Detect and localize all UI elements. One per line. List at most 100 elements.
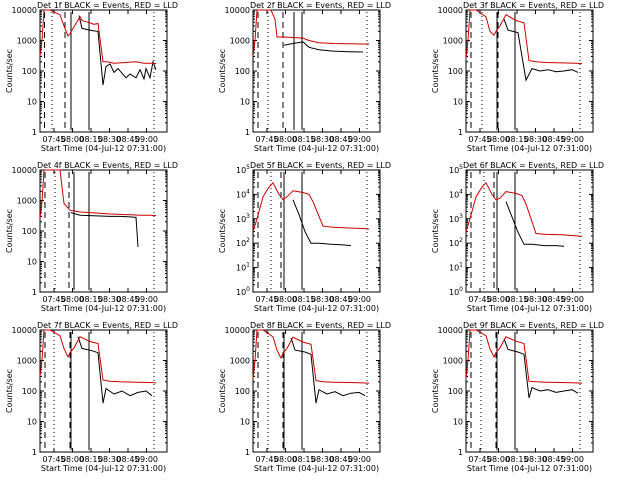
series-line-lld (39, 169, 157, 219)
y-axis-label: Counts/sec (218, 49, 227, 93)
chart-title: Det 7f BLACK = Events, RED = LLD (37, 321, 178, 330)
series-line-events (70, 212, 139, 247)
y-tick-label: 10000 (12, 326, 37, 335)
y-tick-label: 10000 (12, 6, 37, 15)
plot-frame (39, 169, 168, 293)
x-tick-label: 08:00 (61, 295, 84, 304)
y-axis-label: Counts/sec (218, 209, 227, 253)
y-tick-label: 100 (22, 227, 37, 236)
x-tick-label: 08:00 (274, 135, 297, 144)
x-tick-label: 08:15 (292, 455, 315, 464)
x-tick-label: 08:15 (505, 295, 528, 304)
plot-frame (465, 169, 594, 293)
chart-title: Det 1f BLACK = Events, RED = LLD (37, 1, 178, 10)
y-tick-label: 105 (449, 164, 463, 175)
x-tick-label: 07:45 (42, 455, 65, 464)
x-tick-label: 08:15 (79, 135, 102, 144)
x-tick-label: 07:45 (255, 295, 278, 304)
y-tick-label: 100 (449, 286, 463, 297)
chart-title: Det 8f BLACK = Events, RED = LLD (250, 321, 391, 330)
x-axis-label: Start Time (04-Jul-12 07:31:00) (467, 464, 592, 473)
series-line-events (290, 337, 366, 404)
x-tick-label: 09:00 (135, 295, 158, 304)
y-tick-label: 1000 (17, 197, 37, 206)
y-tick-label: 100 (22, 387, 37, 396)
series-line-lld (252, 181, 370, 232)
y-tick-label: 101 (449, 262, 463, 273)
y-tick-label: 1000 (17, 37, 37, 46)
x-tick-label: 08:00 (487, 135, 510, 144)
plot-frame (39, 9, 168, 133)
y-tick-label: 105 (236, 164, 250, 175)
x-tick-label: 08:30 (524, 135, 547, 144)
x-tick-label: 08:45 (329, 135, 352, 144)
x-axis-label: Start Time (04-Jul-12 07:31:00) (41, 144, 166, 153)
x-tick-label: 08:30 (98, 135, 121, 144)
x-tick-label: 08:15 (292, 295, 315, 304)
series-line-events (283, 41, 364, 53)
series-line-lld (252, 9, 370, 57)
y-tick-label: 100 (448, 387, 463, 396)
x-tick-label: 08:45 (116, 455, 139, 464)
series-line-events (503, 338, 579, 398)
y-tick-label: 100 (448, 67, 463, 76)
y-tick-label: 10 (240, 418, 250, 427)
y-axis-label: Counts/sec (431, 209, 440, 253)
y-tick-label: 1 (32, 128, 37, 137)
y-tick-label: 100 (22, 67, 37, 76)
series-line-lld (465, 329, 583, 384)
x-tick-label: 08:30 (524, 295, 547, 304)
y-tick-label: 1000 (230, 37, 250, 46)
chart-title: Det 4f BLACK = Events, RED = LLD (37, 161, 178, 170)
series-line-events (77, 336, 153, 404)
x-tick-label: 08:00 (274, 295, 297, 304)
y-tick-label: 1 (32, 448, 37, 457)
x-tick-label: 07:45 (42, 135, 65, 144)
x-tick-label: 07:45 (255, 455, 278, 464)
x-axis-label: Start Time (04-Jul-12 07:31:00) (467, 304, 592, 313)
y-tick-label: 1000 (443, 37, 463, 46)
plot-frame (252, 329, 381, 453)
x-tick-label: 07:45 (468, 295, 491, 304)
y-tick-label: 10 (27, 418, 37, 427)
x-tick-label: 08:45 (329, 295, 352, 304)
x-axis-label: Start Time (04-Jul-12 07:31:00) (254, 464, 379, 473)
y-axis-label: Counts/sec (5, 209, 14, 253)
x-tick-label: 08:00 (61, 455, 84, 464)
detector-panel-6: Det 6f BLACK = Events, RED = LLD 100 101 10… (431, 161, 604, 313)
detector-panel-4: Det 4f BLACK = Events, RED = LLD 1 10 100 10… (5, 161, 178, 313)
plot-frame (252, 169, 381, 293)
x-tick-label: 07:45 (468, 135, 491, 144)
x-tick-label: 09:00 (561, 295, 584, 304)
chart-title: Det 2f BLACK = Events, RED = LLD (250, 1, 391, 10)
series-line-lld (39, 9, 157, 65)
y-tick-label: 100 (235, 387, 250, 396)
x-tick-label: 08:15 (505, 135, 528, 144)
x-tick-label: 08:00 (487, 295, 510, 304)
x-tick-label: 08:00 (487, 455, 510, 464)
x-tick-label: 08:00 (61, 135, 84, 144)
x-tick-label: 09:00 (348, 135, 371, 144)
y-tick-label: 104 (449, 188, 463, 199)
plot-frame (252, 9, 381, 133)
series-line-events (78, 15, 157, 85)
y-tick-label: 10 (453, 98, 463, 107)
chart-title: Det 6f BLACK = Events, RED = LLD (463, 161, 604, 170)
x-tick-label: 08:15 (292, 135, 315, 144)
series-line-lld (465, 181, 583, 237)
chart-title: Det 3f BLACK = Events, RED = LLD (463, 1, 604, 10)
detector-panel-1: Det 1f BLACK = Events, RED = LLD 1 10 100 10… (5, 1, 178, 153)
y-tick-label: 100 (235, 67, 250, 76)
y-axis-label: Counts/sec (5, 369, 14, 413)
y-tick-label: 1000 (17, 357, 37, 366)
series-line-lld (252, 329, 370, 384)
x-tick-label: 08:30 (311, 135, 334, 144)
y-tick-label: 1000 (230, 357, 250, 366)
y-axis-label: Counts/sec (5, 49, 14, 93)
x-tick-label: 08:30 (311, 295, 334, 304)
chart-title: Det 9f BLACK = Events, RED = LLD (463, 321, 604, 330)
x-tick-label: 08:30 (98, 295, 121, 304)
x-tick-label: 09:00 (348, 455, 371, 464)
chart-title: Det 5f BLACK = Events, RED = LLD (250, 161, 391, 170)
